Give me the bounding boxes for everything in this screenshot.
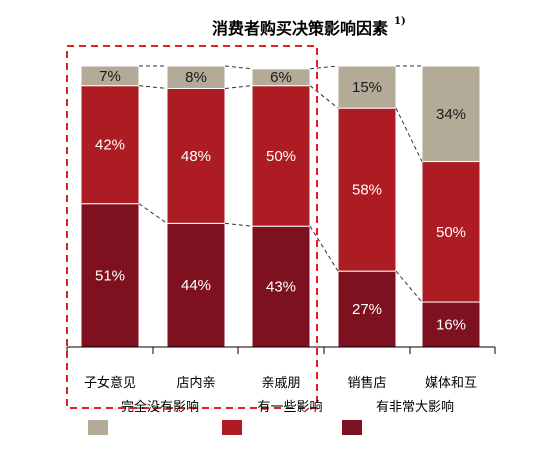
connector-line [138, 85, 168, 89]
bar-segment [80, 203, 140, 348]
legend-label: 有非常大影响 [376, 399, 454, 415]
bar-segment [251, 85, 311, 227]
bar-segment [166, 87, 226, 224]
chart-title-footnote: 1) [394, 16, 406, 27]
data-label: 6% [270, 69, 292, 86]
plot-area [80, 65, 481, 348]
legend-label: 有一些影响 [257, 399, 322, 415]
bar-segment [80, 65, 140, 87]
legend-swatch [88, 420, 108, 435]
data-labels: 51% 42% 7% 44% 48% 8% 43% 50% 6% 27% 58% 15% 16% 50% 3… [95, 68, 466, 334]
connector-line [309, 225, 339, 272]
bar-segment [166, 222, 226, 348]
connector-line [224, 222, 253, 227]
highlight-rect [66, 45, 318, 409]
connector-line [224, 65, 253, 70]
highlight-box [66, 45, 318, 409]
connector-line [138, 203, 168, 224]
connector-line [309, 85, 339, 109]
data-label: 50% [436, 224, 466, 241]
bar-segment [251, 225, 311, 348]
data-label: 43% [266, 279, 296, 296]
chart-header: 消费者购买决策影响因素 1) [212, 16, 406, 38]
data-label: 51% [95, 267, 125, 284]
legend-swatch [222, 420, 242, 435]
bar-segment [166, 65, 226, 89]
bar-segment [251, 68, 311, 87]
x-tick-label: 亲戚朋 [261, 376, 300, 391]
legend: 完全没有影响 有一些影响 有非常大影响 [88, 399, 454, 435]
data-label: 16% [436, 317, 466, 334]
data-label: 48% [181, 148, 211, 165]
data-label: 8% [185, 69, 207, 86]
connector-lines [138, 65, 423, 303]
data-label: 42% [95, 137, 125, 154]
data-label: 50% [266, 148, 296, 165]
connector-line [224, 85, 253, 89]
bar-segment [421, 65, 481, 163]
bar-segment [80, 85, 140, 205]
x-tick-label: 店内亲 [176, 375, 215, 391]
data-label: 44% [181, 277, 211, 294]
x-axis: 子女意见 店内亲 亲戚朋 销售店 媒体和互 [66, 346, 496, 391]
connector-line [395, 270, 423, 303]
connector-line [395, 107, 423, 162]
legend-swatch [342, 420, 362, 435]
chart-title: 消费者购买决策影响因素 [212, 19, 388, 38]
x-tick-label: 子女意见 [84, 375, 136, 391]
data-label: 7% [99, 68, 121, 85]
x-tick-label: 销售店 [347, 375, 386, 391]
connector-line [309, 65, 339, 70]
data-label: 34% [436, 106, 466, 123]
bar-segment [337, 107, 397, 272]
legend-label: 完全没有影响 [121, 399, 199, 415]
data-label: 15% [352, 79, 382, 96]
bar-segment [337, 65, 397, 109]
data-label: 58% [352, 182, 382, 199]
data-label: 27% [352, 301, 382, 318]
x-tick-label: 媒体和互 [425, 376, 477, 391]
